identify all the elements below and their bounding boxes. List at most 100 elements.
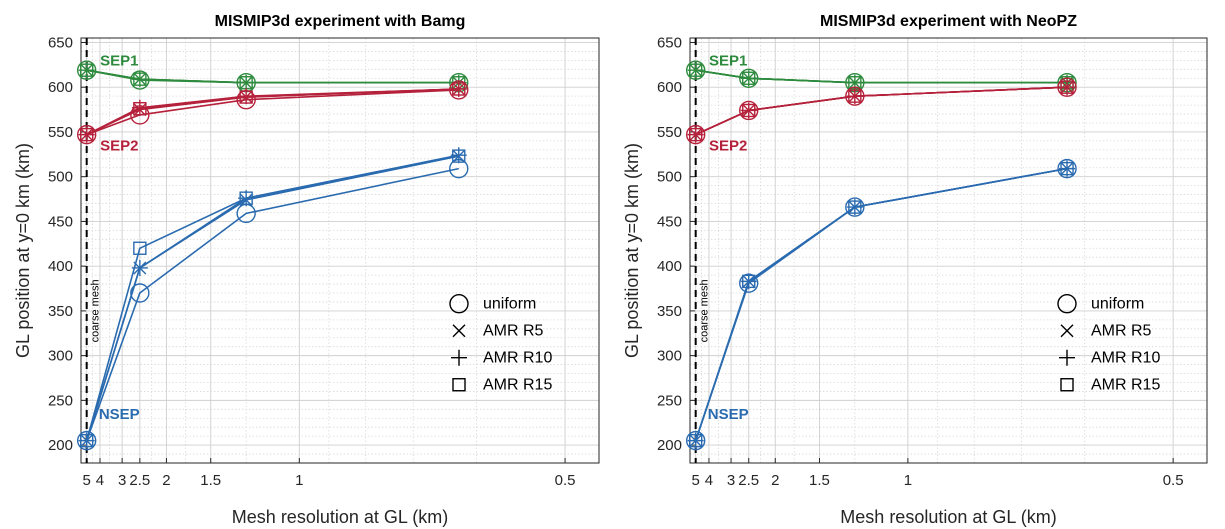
y-tick-label: 650 [48,34,73,51]
legend-marker-circle [449,294,469,314]
x-tick-label: 3 [727,472,735,489]
y-tick-label: 450 [657,213,682,230]
data-point-sep1-circle [739,68,759,88]
x-tick-label: 0.5 [1163,472,1184,489]
legend-marker-square [1060,378,1074,392]
x-axis-label: Mesh resolution at GL (km) [232,507,448,527]
legend-label: uniform [1091,296,1144,313]
y-tick-label: 400 [48,258,73,275]
data-point-sep2-square [688,127,703,142]
axes-frame [80,37,600,464]
x-tick-label: 4 [705,472,713,489]
x-tick-label: 1 [295,472,303,489]
axes-frame [689,37,1208,464]
data-point-sep2-square [133,101,147,116]
data-point-nsep-square [79,433,94,448]
plot-area [690,38,1207,463]
data-point-sep1-circle [685,60,706,80]
data-point-sep1-circle [76,60,97,80]
series-line-nsep-circle [85,167,459,441]
y-tick-label: 350 [48,303,73,320]
y-tick-label: 500 [657,169,682,186]
y-axis-label: GL position at y=0 km (km) [622,143,642,358]
y-tick-label: 200 [48,437,73,454]
x-tick-label: 1.5 [200,472,221,489]
data-point-sep1-square [742,71,756,85]
x-axis-label: Mesh resolution at GL (km) [840,507,1056,527]
legend-marker-x [1060,324,1074,338]
x-tick-label: 2.5 [129,472,150,489]
data-point-sep2-square [848,89,862,103]
y-tick-label: 600 [657,79,682,96]
data-point-sep2-square [742,103,756,118]
series-label-sep1: SEP1 [709,52,747,69]
legend-marker-circle [1057,294,1077,314]
plot-area [81,38,599,463]
data-point-sep2-square [1060,80,1074,94]
legend-marker-plus [451,349,467,366]
legend-marker-x [452,324,466,338]
legend-marker-square [452,378,466,392]
legend-label: AMR R15 [1091,377,1160,394]
chart-panel-2: 200 250 300 350 400 450 500 550 600 650 5 4 3 2.5 2 1.5… [622,13,1208,527]
legend-label: AMR R10 [483,350,552,367]
data-point-sep1-square [133,72,147,86]
data-point-nsep-plus [131,259,148,276]
data-point-sep2-square [239,90,253,104]
data-point-nsep-square [452,149,466,163]
data-point-sep2-circle [1057,77,1077,97]
x-tick-label: 2.5 [738,472,759,489]
data-point-nsep-square [239,191,253,205]
series-group-sep2: SEP2 [685,77,1077,154]
series-group-nsep: NSEP [685,158,1077,451]
x-tick-label: 5 [83,472,91,489]
y-tick-label: 550 [48,124,73,141]
data-point-sep2-square [79,127,94,142]
series-line-sep2-square [695,86,1068,136]
data-point-nsep-circle [685,430,706,451]
legend-label: AMR R5 [1091,323,1152,340]
data-point-sep1-square [79,63,94,77]
data-point-nsep-circle [130,283,150,303]
data-point-nsep-square [133,241,147,255]
coarse-mesh-label: coarse mesh [90,279,102,342]
y-tick-label: 550 [657,124,682,141]
chart-title: MISMIP3d experiment with NeoPZ [820,13,1077,30]
y-tick-label: 300 [48,348,73,365]
data-point-nsep-square [742,274,756,289]
data-point-sep1-square [688,63,703,77]
data-point-sep1-circle [130,70,150,90]
data-point-sep2-circle [76,124,97,145]
legend-label: AMR R10 [1091,350,1160,367]
data-point-nsep-circle [1057,158,1077,179]
legend-marker-plus [1059,349,1075,366]
chart-panel-1: 200 250 300 350 400 450 500 550 600 650 5 4 3 2.5 2 1.5… [13,13,600,527]
series-line-sep1-square [86,69,459,84]
y-tick-label: 250 [657,392,682,409]
series-line-nsep-square [694,167,1068,441]
y-tick-label: 250 [48,392,73,409]
x-tick-label: 3 [118,472,126,489]
x-tick-label: 1 [904,472,912,489]
data-point-nsep-square [688,433,703,448]
data-point-sep2-circle [845,86,865,106]
x-tick-label: 2 [771,472,779,489]
y-tick-label: 300 [657,348,682,365]
series-label-sep2: SEP2 [709,137,747,154]
chart-title: MISMIP3d experiment with Bamg [215,13,466,30]
legend-label: uniform [483,296,536,313]
y-tick-label: 200 [657,437,682,454]
x-tick-label: 4 [96,472,104,489]
series-label-nsep: NSEP [708,406,749,423]
data-point-nsep-square [848,200,862,214]
series-line-sep2-circle [86,89,459,136]
legend: uniform AMR R5 AMR R10 AMR R15 [1057,294,1160,394]
series-label-sep2: SEP2 [100,137,138,154]
series-group-nsep: NSEP [76,147,469,451]
y-tick-label: 500 [48,169,73,186]
series-label-nsep: NSEP [99,406,140,423]
data-point-nsep-circle [845,197,865,217]
legend-label: AMR R15 [483,377,552,394]
series-group-sep1: SEP1 [76,52,469,93]
series-line-sep1-square [695,69,1067,84]
